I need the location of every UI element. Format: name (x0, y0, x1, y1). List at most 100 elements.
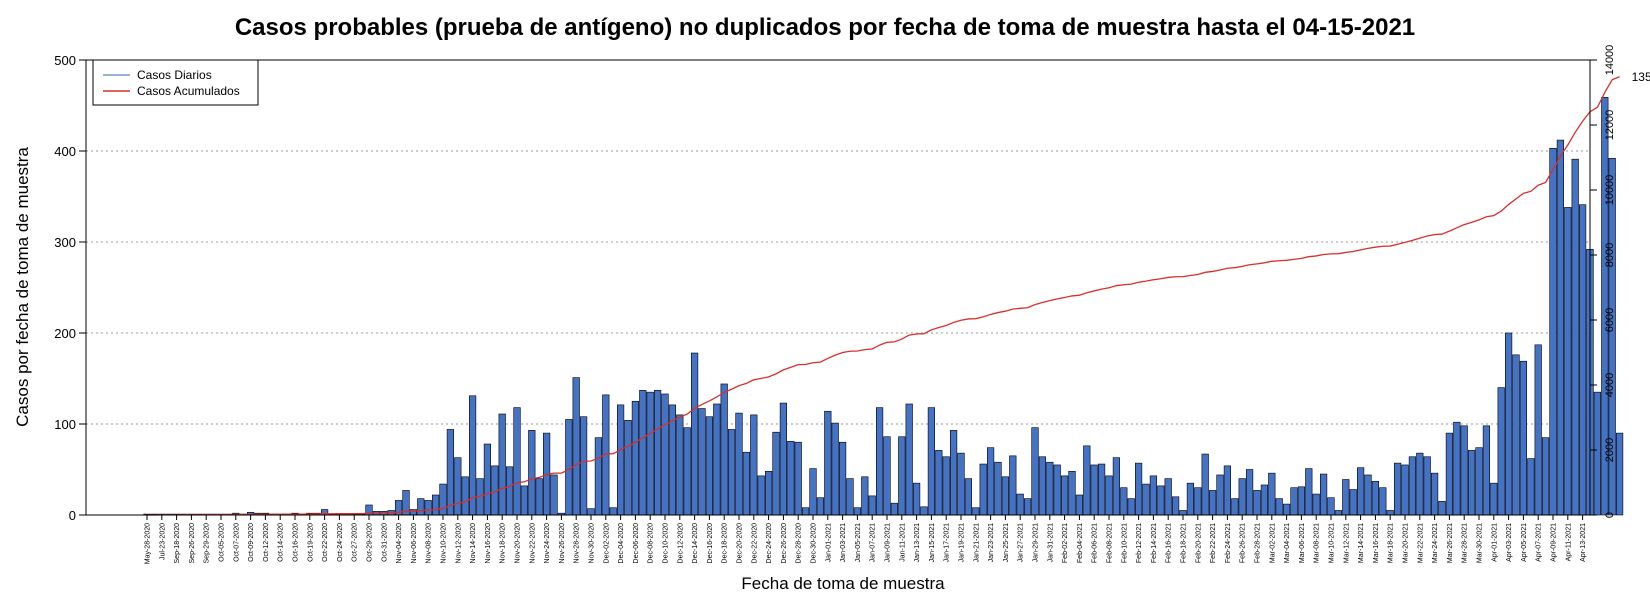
bar (1549, 147, 1557, 516)
x-tick-label: Nov-28-2020 (574, 523, 581, 564)
x-tick-label: Dec-08-2020 (648, 523, 655, 564)
bar (942, 456, 950, 516)
bar (1394, 462, 1402, 516)
bar (1490, 482, 1498, 516)
bar (838, 441, 847, 516)
bar (1556, 139, 1564, 516)
bar (1098, 463, 1106, 516)
x-tick-label: Nov-22-2020 (529, 523, 536, 564)
bar (735, 412, 743, 516)
x-tick-label: Dec-22-2020 (751, 523, 758, 564)
x-tick-label: Jan-21-2021 (973, 523, 980, 562)
bar (779, 402, 787, 516)
bar (935, 450, 943, 516)
bar (824, 410, 832, 516)
bar (1024, 498, 1032, 516)
x-tick-label: Jan-25-2021 (1003, 523, 1010, 562)
bar (498, 413, 506, 516)
bar (1497, 387, 1505, 516)
x-tick-label: Nov-16-2020 (485, 523, 492, 564)
bar (1290, 487, 1298, 516)
bar (1283, 503, 1291, 516)
x-tick-label: Dec-30-2020 (811, 523, 818, 564)
bar (1127, 498, 1135, 516)
x-tick-label: Oct-24-2020 (337, 523, 344, 562)
x-tick-label: Jan-01-2021 (825, 523, 832, 562)
bar (1201, 453, 1209, 516)
x-tick-label: Feb-18-2021 (1181, 523, 1188, 563)
bar (483, 443, 492, 516)
x-tick-label: Dec-24-2020 (766, 523, 773, 564)
bar (631, 400, 639, 516)
bar (1231, 498, 1239, 516)
x-tick-label: Feb-24-2021 (1225, 523, 1232, 563)
cumulative-line (146, 76, 1620, 516)
x-tick-label: Apr-03-2021 (1506, 523, 1513, 562)
bar (1223, 465, 1231, 516)
x-tick-label: Nov-30-2020 (589, 523, 596, 564)
bar (979, 463, 987, 516)
bar (1053, 464, 1061, 516)
bar (1423, 456, 1431, 516)
bar (927, 407, 935, 516)
x-tick-label: Feb-28-2021 (1255, 523, 1262, 563)
bar (639, 390, 647, 516)
x-tick-label: Mar-22-2021 (1417, 523, 1424, 563)
bar (1616, 432, 1624, 516)
bar (1320, 473, 1328, 516)
left-tick-label: 0 (69, 508, 76, 523)
x-tick-label: Mar-10-2021 (1329, 523, 1336, 563)
bar (505, 466, 514, 516)
x-tick-label: Apr-01-2021 (1491, 523, 1498, 562)
x-tick-label: Oct-22-2020 (322, 523, 329, 562)
x-tick-label: Mar-04-2021 (1284, 523, 1291, 563)
bar (1460, 425, 1468, 516)
bar (972, 507, 980, 516)
bar (1342, 479, 1350, 516)
bar (1379, 487, 1387, 516)
bar (816, 497, 824, 516)
bar (535, 478, 543, 516)
bar (565, 419, 573, 516)
bar (705, 416, 713, 516)
x-axis: May-28-2020 Jul-23-2020 Sep-18-2020 Sep-26-… (145, 515, 1587, 564)
bar (1401, 464, 1409, 516)
bar (912, 482, 921, 516)
bar (1505, 332, 1513, 516)
bar (1519, 360, 1527, 516)
bar (1534, 344, 1542, 516)
x-tick-label: Apr-13-2021 (1580, 523, 1587, 562)
bar (513, 407, 521, 516)
bar (1260, 484, 1268, 516)
x-tick-label: Oct-19-2020 (307, 523, 314, 562)
x-tick-label: Dec-04-2020 (618, 523, 625, 564)
bar (853, 507, 861, 516)
right-tick-label: 4000 (1604, 373, 1616, 397)
bar (1164, 478, 1172, 516)
bar (528, 430, 536, 516)
x-tick-label: Jan-07-2021 (870, 523, 877, 562)
bar (1542, 437, 1550, 516)
bar (964, 478, 972, 516)
x-tick-label: Nov-14-2020 (470, 523, 477, 564)
bar (794, 441, 802, 516)
x-tick-label: Mar-08-2021 (1314, 523, 1321, 563)
bar (1172, 496, 1180, 516)
bar (1031, 427, 1039, 516)
x-tick-label: Dec-28-2020 (796, 523, 803, 564)
bar (1238, 478, 1246, 516)
x-tick-label: May-28-2020 (145, 523, 152, 564)
x-tick-label: Dec-12-2020 (677, 523, 684, 564)
bar (875, 407, 884, 516)
bar (1386, 510, 1394, 516)
bar (676, 414, 684, 516)
y-axis-label: Casos por fecha de toma de muestra (13, 147, 32, 427)
bar (1083, 445, 1091, 516)
bar (1075, 494, 1083, 516)
x-tick-label: Mar-24-2021 (1432, 523, 1439, 563)
x-tick-label: Jan-09-2021 (885, 523, 892, 562)
bar (409, 509, 418, 516)
x-axis-label: Fecha de toma de muestra (741, 574, 945, 593)
bar (1001, 476, 1009, 516)
